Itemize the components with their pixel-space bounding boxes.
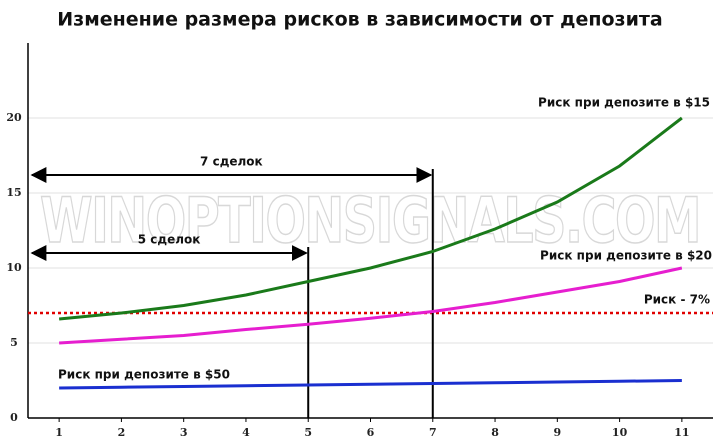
- span-label: 5 сделок: [138, 233, 201, 247]
- x-tick-label: 8: [491, 426, 499, 439]
- chart-title: Изменение размера рисков в зависимости о…: [57, 9, 662, 31]
- y-tick-label: 10: [6, 261, 22, 274]
- y-tick-label: 5: [10, 336, 18, 349]
- x-tick-label: 7: [429, 426, 437, 439]
- y-tick-label: 0: [10, 411, 18, 424]
- series-label: Риск при депозите в $50: [58, 368, 230, 382]
- reference-label: Риск - 7%: [644, 293, 710, 307]
- x-tick-label: 6: [367, 426, 375, 439]
- x-tick-label: 10: [612, 426, 628, 439]
- x-tick-label: 2: [118, 426, 126, 439]
- y-tick-label: 15: [6, 186, 21, 199]
- series-line: [59, 379, 682, 390]
- y-tick-label: 20: [6, 111, 22, 124]
- x-tick-label: 11: [674, 426, 689, 439]
- x-tick-label: 4: [242, 426, 250, 439]
- series-line: [58, 116, 683, 321]
- x-tick-label: 1: [55, 426, 63, 439]
- x-tick-label: 3: [180, 426, 188, 439]
- x-tick-label: 9: [553, 426, 561, 439]
- span-label: 7 сделок: [200, 155, 263, 169]
- series-line: [59, 266, 683, 345]
- series-label: Риск при депозите в $15: [538, 96, 710, 110]
- x-tick-label: 5: [304, 426, 312, 439]
- series-label: Риск при депозите в $20: [540, 249, 712, 263]
